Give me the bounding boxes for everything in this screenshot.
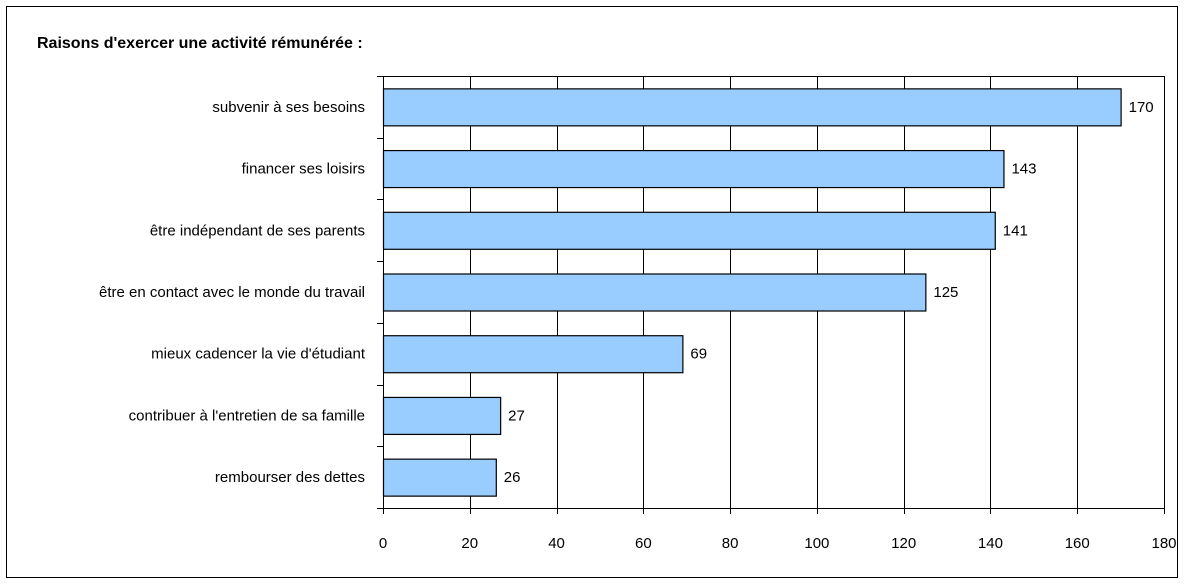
category-label-4: mieux cadencer la vie d'étudiant: [151, 346, 366, 363]
x-tick-label-2: 40: [548, 535, 565, 552]
x-tick-label-4: 80: [722, 535, 739, 552]
bar-1: [382, 149, 1005, 189]
chart-title: Raisons d'exercer une activité rémunérée…: [37, 35, 363, 52]
category-label-5: contribuer à l'entretien de sa famille: [129, 407, 365, 424]
category-label-3: être en contact avec le monde du travail: [99, 284, 365, 301]
value-label-4: 69: [690, 346, 707, 363]
value-label-1: 143: [1011, 161, 1036, 178]
bar-2: [382, 211, 996, 250]
x-tick-label-9: 180: [1151, 535, 1176, 552]
category-label-0: subvenir à ses besoins: [212, 99, 365, 116]
x-tick-label-1: 20: [461, 535, 478, 552]
x-tick-label-6: 120: [891, 535, 916, 552]
category-label-1: financer ses loisirs: [242, 161, 365, 178]
x-tick-label-7: 140: [978, 535, 1003, 552]
axes: [377, 76, 1165, 514]
bars: [382, 88, 1122, 497]
category-label-2: être indépendant de ses parents: [150, 222, 365, 239]
bar-4: [382, 335, 684, 374]
category-label-6: rembourser des dettes: [215, 469, 365, 486]
x-tick-label-3: 60: [635, 535, 652, 552]
x-tick-label-8: 160: [1065, 535, 1090, 552]
bar-0: [382, 88, 1122, 127]
value-label-0: 170: [1129, 99, 1154, 116]
bar-5: [382, 396, 502, 436]
bar-3: [382, 273, 927, 312]
value-label-5: 27: [508, 407, 525, 424]
value-label-6: 26: [504, 469, 521, 486]
bar-6: [382, 458, 497, 497]
x-tick-label-5: 100: [804, 535, 829, 552]
value-label-2: 141: [1003, 222, 1028, 239]
value-label-3: 125: [933, 284, 958, 301]
labels: 170 subvenir à ses besoins 143 financer ses…: [99, 99, 1177, 552]
x-tick-label-0: 0: [379, 535, 387, 552]
